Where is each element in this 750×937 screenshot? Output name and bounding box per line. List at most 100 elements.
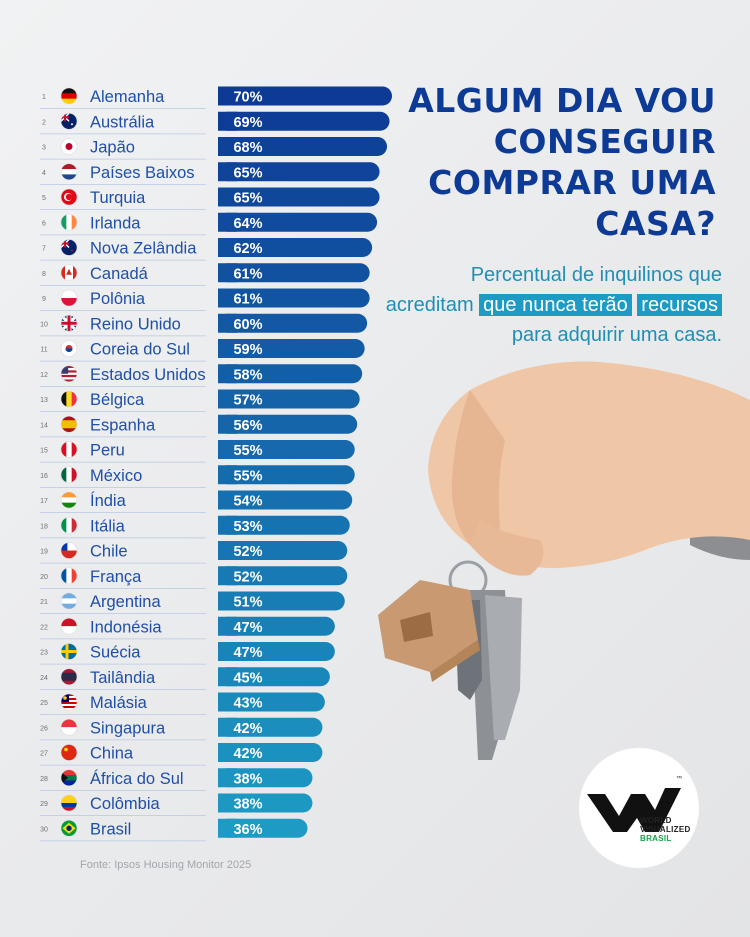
rank-label: 10 <box>40 321 48 328</box>
bar <box>218 414 358 434</box>
country-label: Chile <box>90 543 128 561</box>
bar <box>218 793 313 813</box>
value-label: 69% <box>233 115 262 131</box>
bar <box>218 591 345 611</box>
flag-icon-id <box>60 617 78 635</box>
bar <box>218 440 355 459</box>
subtitle-text-end: para adquirir uma casa. <box>511 324 722 346</box>
value-label: 65% <box>233 165 262 181</box>
bar <box>218 768 313 788</box>
value-label: 42% <box>233 721 262 737</box>
bar-square-end <box>218 137 237 156</box>
value-label: 38% <box>233 771 262 787</box>
bar <box>218 313 368 333</box>
value-label: 52% <box>233 569 262 585</box>
bar <box>218 212 378 232</box>
bar-square-end <box>218 86 237 106</box>
country-label: Reino Unido <box>90 315 181 333</box>
bar-square-end <box>218 162 237 182</box>
flag-icon-co <box>60 794 78 812</box>
bar-square-end <box>218 768 237 788</box>
bar-square-end <box>218 667 237 687</box>
bar-square-end <box>218 187 237 207</box>
rank-label: 13 <box>40 397 48 404</box>
value-label: 62% <box>233 241 262 257</box>
subtitle-text: Percentual de inquilinos que acreditam <box>385 264 722 316</box>
flag-icon-tr <box>60 188 78 206</box>
bar <box>218 339 365 358</box>
bar <box>218 137 388 156</box>
rank-label: 25 <box>40 700 48 707</box>
value-label: 68% <box>233 140 262 156</box>
flag-icon-au <box>60 112 78 130</box>
value-label: 54% <box>233 494 262 510</box>
chart-title: ALGUM DIA VOU CONSEGUIR COMPRAR UMA CASA… <box>408 81 716 243</box>
value-label: 55% <box>233 443 262 459</box>
flag-icon-us <box>60 365 78 383</box>
bar <box>218 465 355 485</box>
country-label: China <box>90 745 134 763</box>
rank-label: 11 <box>40 347 47 354</box>
rank-label: 28 <box>40 776 48 783</box>
flag-icon-nz <box>60 239 78 256</box>
value-label: 53% <box>233 519 262 535</box>
flag-icon-es <box>60 415 78 433</box>
value-label: 59% <box>233 342 262 358</box>
rank-label: 26 <box>40 725 48 732</box>
bar <box>218 667 330 687</box>
bar-square-end <box>218 743 237 762</box>
flag-icon-fr <box>60 567 78 585</box>
country-label: Colômbia <box>90 795 161 813</box>
country-label: Japão <box>90 139 135 157</box>
rank-label: 20 <box>40 574 48 581</box>
flag-icon-pl <box>60 289 78 307</box>
rank-label: 24 <box>40 675 48 682</box>
country-label: Itália <box>90 517 126 535</box>
value-label: 47% <box>233 645 262 661</box>
bar <box>218 642 335 661</box>
bar-square-end <box>218 339 237 358</box>
rank-label: 19 <box>40 549 48 556</box>
value-label: 65% <box>233 191 262 207</box>
bar-square-end <box>218 440 237 459</box>
bar <box>218 263 370 283</box>
bar-square-end <box>218 465 237 485</box>
value-label: 60% <box>233 317 262 333</box>
country-label: Irlanda <box>90 214 141 232</box>
rank-label: 17 <box>40 498 48 505</box>
country-label: Alemanha <box>90 88 165 106</box>
rank-label: 29 <box>40 801 48 808</box>
bar-square-end <box>218 490 237 510</box>
country-label: Polônia <box>90 290 146 308</box>
country-label: Índia <box>90 491 127 510</box>
country-label: Turquia <box>90 189 146 207</box>
value-label: 64% <box>233 216 262 232</box>
country-label: Coreia do Sul <box>90 341 190 359</box>
bar-square-end <box>218 263 237 283</box>
country-label: Malásia <box>90 694 148 712</box>
bar-square-end <box>218 591 237 611</box>
country-label: México <box>90 467 142 485</box>
rank-label: 3 <box>42 145 46 152</box>
bar-square-end <box>218 414 237 434</box>
flag-icon-cn <box>60 744 78 761</box>
value-label: 61% <box>233 292 262 308</box>
rank-label: 16 <box>40 473 48 480</box>
value-label: 45% <box>233 670 262 686</box>
chart-subtitle: Percentual de inquilinos que acreditam q… <box>382 260 722 350</box>
value-label: 36% <box>233 822 262 838</box>
bar-square-end <box>218 717 237 737</box>
bar <box>218 692 325 712</box>
bar-square-end <box>218 389 237 409</box>
value-label: 56% <box>233 418 262 434</box>
rank-label: 6 <box>42 220 46 227</box>
bar <box>218 616 335 636</box>
country-label: Nova Zelândia <box>90 240 197 258</box>
flag-icon-it <box>60 516 78 534</box>
value-label: 43% <box>233 696 262 712</box>
value-label: 52% <box>233 544 262 560</box>
bar-square-end <box>218 818 237 838</box>
rank-label: 12 <box>40 372 48 379</box>
